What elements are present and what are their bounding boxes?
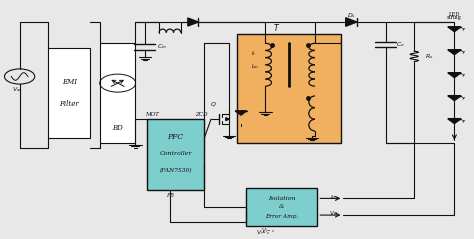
Text: ZCD: ZCD — [195, 112, 208, 117]
Text: $V_{i-c}$: $V_{i-c}$ — [261, 227, 275, 235]
Text: Controller: Controller — [159, 151, 192, 156]
Polygon shape — [226, 118, 229, 120]
Text: $Q$: $Q$ — [210, 100, 217, 109]
Bar — [246, 188, 318, 226]
Text: BD: BD — [112, 124, 123, 132]
Text: LED: LED — [449, 12, 460, 17]
Text: $I_r$: $I_r$ — [251, 49, 256, 59]
Polygon shape — [448, 96, 461, 101]
Text: $T$: $T$ — [273, 22, 280, 33]
Text: $D_s$: $D_s$ — [347, 11, 356, 20]
Text: PFC: PFC — [167, 133, 184, 141]
Polygon shape — [448, 27, 461, 32]
Polygon shape — [235, 111, 246, 115]
Text: $V_{ac}$: $V_{ac}$ — [11, 85, 23, 94]
Text: MOT: MOT — [145, 112, 159, 117]
Text: $V_O$: $V_O$ — [329, 209, 338, 218]
Text: string: string — [447, 15, 462, 20]
Polygon shape — [448, 119, 461, 124]
Text: $V_{i-c}$: $V_{i-c}$ — [256, 228, 270, 237]
Text: &: & — [279, 204, 285, 209]
Polygon shape — [448, 73, 461, 78]
Polygon shape — [188, 18, 198, 26]
Text: (FAN7530): (FAN7530) — [159, 168, 192, 173]
Text: EMI: EMI — [62, 78, 77, 86]
Bar — [147, 119, 204, 190]
Text: $I_O$: $I_O$ — [330, 193, 337, 202]
Text: $L_m$: $L_m$ — [251, 62, 259, 71]
Text: Error Amp.: Error Amp. — [265, 214, 299, 219]
Text: $C_o$: $C_o$ — [396, 40, 405, 49]
Text: $C_{in}$: $C_{in}$ — [156, 43, 167, 51]
Polygon shape — [448, 50, 461, 55]
Text: FB: FB — [166, 193, 174, 198]
Text: $R_s$: $R_s$ — [425, 52, 433, 61]
Text: Isolation: Isolation — [268, 196, 296, 201]
Polygon shape — [346, 18, 357, 26]
Bar — [48, 48, 91, 138]
Bar — [237, 34, 341, 143]
Text: Filter: Filter — [59, 100, 79, 108]
Bar — [100, 43, 136, 143]
